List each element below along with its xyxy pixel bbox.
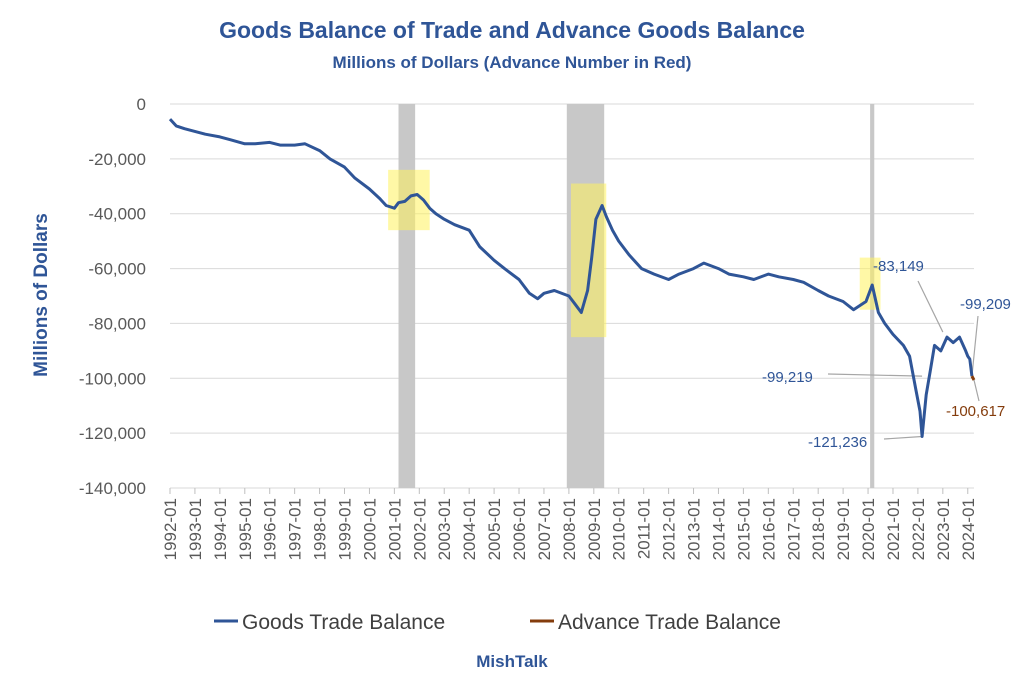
y-tick-label: -140,000 (79, 479, 146, 498)
x-tick-label: 1999-01 (336, 498, 355, 560)
y-tick-label: -20,000 (88, 150, 146, 169)
x-tick-label: 1992-01 (161, 498, 180, 560)
annotation-label: -99,219 (762, 369, 813, 386)
legend: Goods Trade Balance Advance Trade Balanc… (214, 611, 781, 634)
x-tick-label: 2011-01 (635, 498, 654, 559)
series-lines (168, 118, 976, 438)
y-tick-label: -60,000 (88, 260, 146, 279)
annotation-label: -99,209 (960, 296, 1011, 313)
y-tick-label: -80,000 (88, 314, 146, 333)
annotation-leaders (827, 280, 980, 440)
goods-trade-balance-line (168, 118, 974, 438)
x-tick-label: 2008-01 (560, 498, 579, 560)
x-tick-label: 2024-01 (959, 498, 978, 560)
x-tick-label: 2021-01 (884, 498, 903, 560)
x-tick-label: 2013-01 (685, 498, 704, 560)
y-tick-label: -100,000 (79, 369, 146, 388)
annotation-label: -121,236 (808, 434, 867, 451)
annotation-label: -83,149 (873, 258, 924, 275)
annotation-leader (973, 379, 980, 402)
highlight-boxes (388, 169, 881, 338)
legend-label-advance: Advance Trade Balance (558, 611, 781, 634)
x-tick-label: 2003-01 (435, 498, 454, 560)
x-tick-label: 2005-01 (485, 498, 504, 560)
x-tick-label: 2018-01 (809, 498, 828, 560)
x-tick-label: 2010-01 (610, 498, 629, 560)
x-tick-label: 2016-01 (759, 498, 778, 560)
y-axis-ticks: 0 -20,000 -40,000 -60,000 -80,000 -100,000 -12… (79, 95, 146, 498)
x-tick-label: 1994-01 (211, 498, 230, 560)
x-tick-label: 2012-01 (660, 498, 679, 560)
annotation-leader (917, 280, 944, 333)
x-tick-label: 1996-01 (261, 498, 280, 560)
x-tick-label: 2022-01 (909, 498, 928, 560)
x-tick-label: 2004-01 (460, 498, 479, 560)
annotation-leader (827, 373, 923, 377)
x-tick-label: 2007-01 (535, 498, 554, 560)
x-tick-label: 2009-01 (585, 498, 604, 560)
y-tick-label: 0 (137, 95, 146, 114)
annotations: -83,149 -99,209 -99,219 -121,236 -100,617 (762, 258, 1011, 451)
x-tick-label: 2023-01 (934, 498, 953, 560)
y-tick-label: -120,000 (79, 424, 146, 443)
legend-label-goods: Goods Trade Balance (242, 611, 445, 634)
x-tick-label: 2000-01 (360, 498, 379, 560)
brand-footer: MishTalk (476, 652, 548, 671)
recession-bands (398, 104, 875, 488)
chart-subtitle: Millions of Dollars (Advance Number in R… (333, 53, 692, 72)
x-tick-label: 2014-01 (709, 498, 728, 560)
x-tick-label: 1995-01 (236, 498, 255, 560)
x-tick-label: 2017-01 (784, 498, 803, 560)
x-tick-label: 2002-01 (410, 498, 429, 560)
x-tick-label: 1997-01 (286, 498, 305, 560)
x-tick-label: 2001-01 (385, 498, 404, 560)
y-axis-label: Millions of Dollars (31, 213, 52, 377)
y-tick-label: -40,000 (88, 205, 146, 224)
x-tick-label: 2020-01 (859, 498, 878, 560)
x-tick-label: 1998-01 (311, 498, 330, 560)
x-tick-label: 2015-01 (734, 498, 753, 560)
recession-band (398, 104, 416, 488)
chart-title: Goods Balance of Trade and Advance Goods… (219, 17, 805, 43)
x-tick-label: 1993-01 (186, 498, 205, 560)
x-tick-label: 2006-01 (510, 498, 529, 560)
x-tick-label: 2019-01 (834, 498, 853, 560)
x-axis-ticks: 1992-01 1993-01 1994-01 1995-01 1996-01 1997-… (161, 488, 978, 560)
annotation-leader (883, 435, 923, 440)
advance-trade-balance-line (970, 375, 976, 381)
annotation-label: -100,617 (946, 403, 1005, 420)
annotation-leader (971, 315, 979, 377)
